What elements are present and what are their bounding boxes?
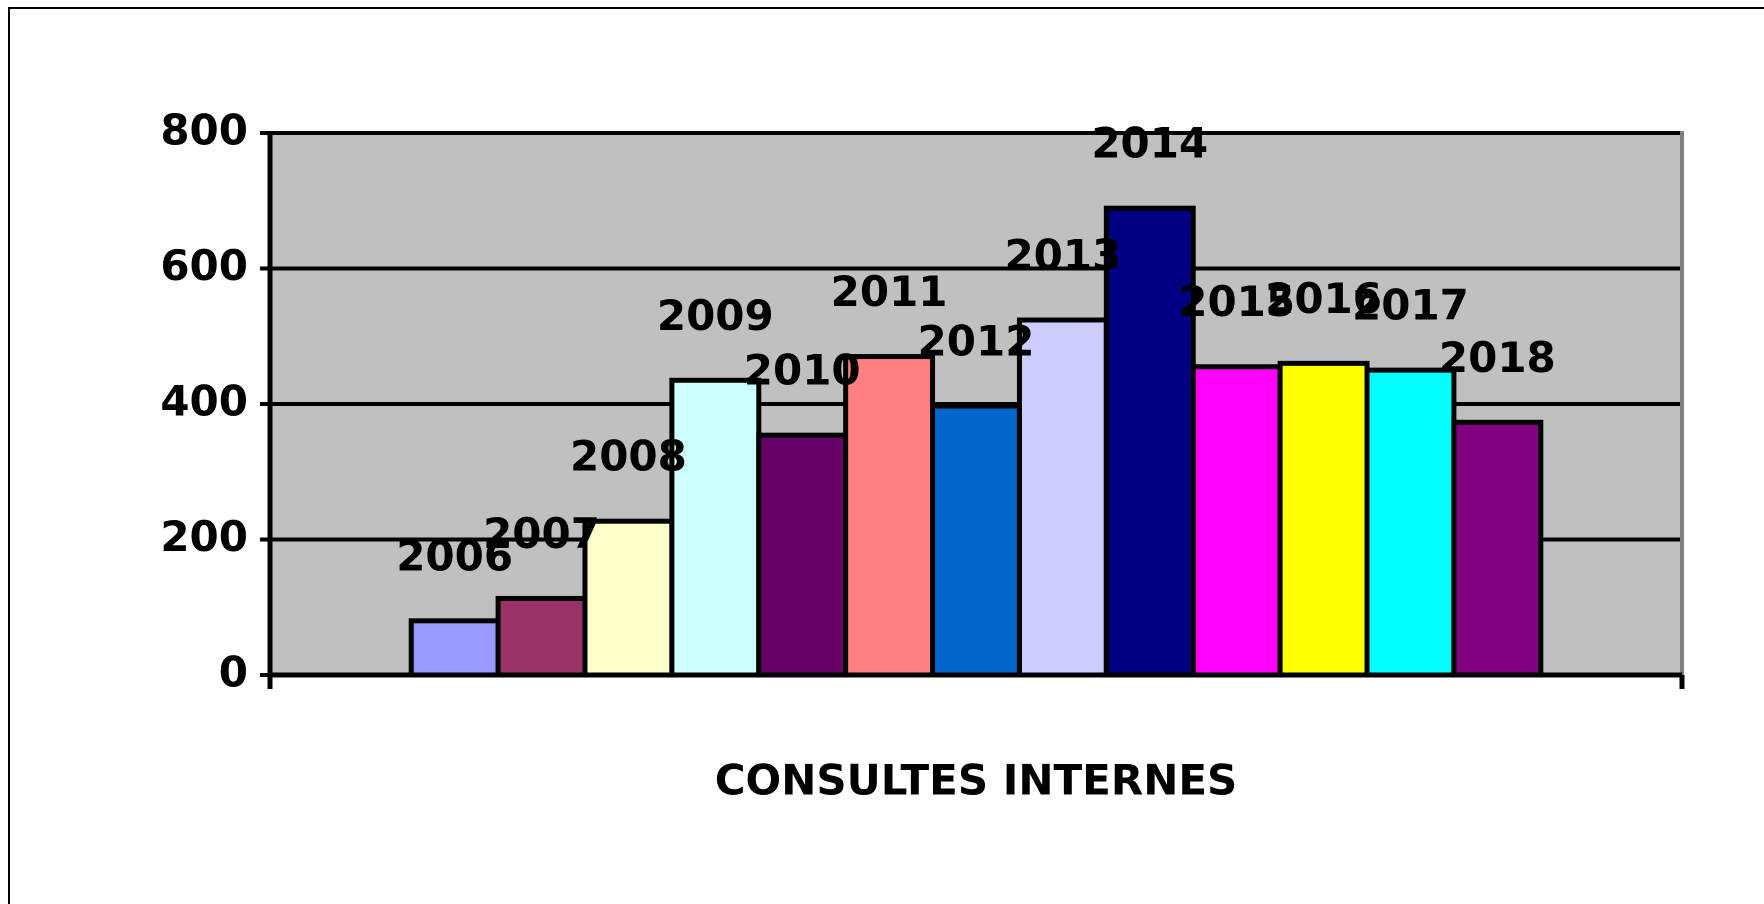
y-tick-label: 800 — [160, 106, 248, 155]
data-label: 2016 — [1265, 274, 1382, 323]
bar — [1016, 317, 1109, 678]
y-tick-label: 400 — [160, 377, 248, 426]
data-label: 2013 — [1004, 230, 1121, 279]
data-label: 2010 — [744, 346, 861, 395]
data-label: 2014 — [1091, 119, 1208, 168]
y-tick-label: 0 — [219, 648, 248, 697]
y-tick-label: 200 — [160, 512, 248, 561]
data-label: 2018 — [1439, 333, 1556, 382]
bar — [1190, 364, 1283, 678]
bar — [1451, 419, 1544, 678]
bar — [669, 377, 762, 678]
data-label: 2012 — [918, 317, 1035, 366]
bar — [930, 403, 1022, 678]
data-label: 2007 — [483, 509, 600, 558]
x-tick-label: CONSULTES INTERNES — [715, 756, 1238, 805]
bar — [1364, 367, 1457, 678]
bar — [495, 595, 588, 678]
y-tick-label: 600 — [160, 241, 248, 290]
bar — [408, 618, 501, 678]
data-label: 2011 — [831, 267, 948, 316]
bar — [756, 432, 849, 678]
data-label: 2017 — [1352, 281, 1469, 330]
bar — [843, 354, 936, 678]
bar — [1277, 360, 1370, 678]
data-label: 2008 — [570, 432, 687, 481]
data-label: 2015 — [1178, 277, 1295, 326]
data-label: 2009 — [657, 291, 774, 340]
data-label: 2006 — [396, 531, 513, 580]
